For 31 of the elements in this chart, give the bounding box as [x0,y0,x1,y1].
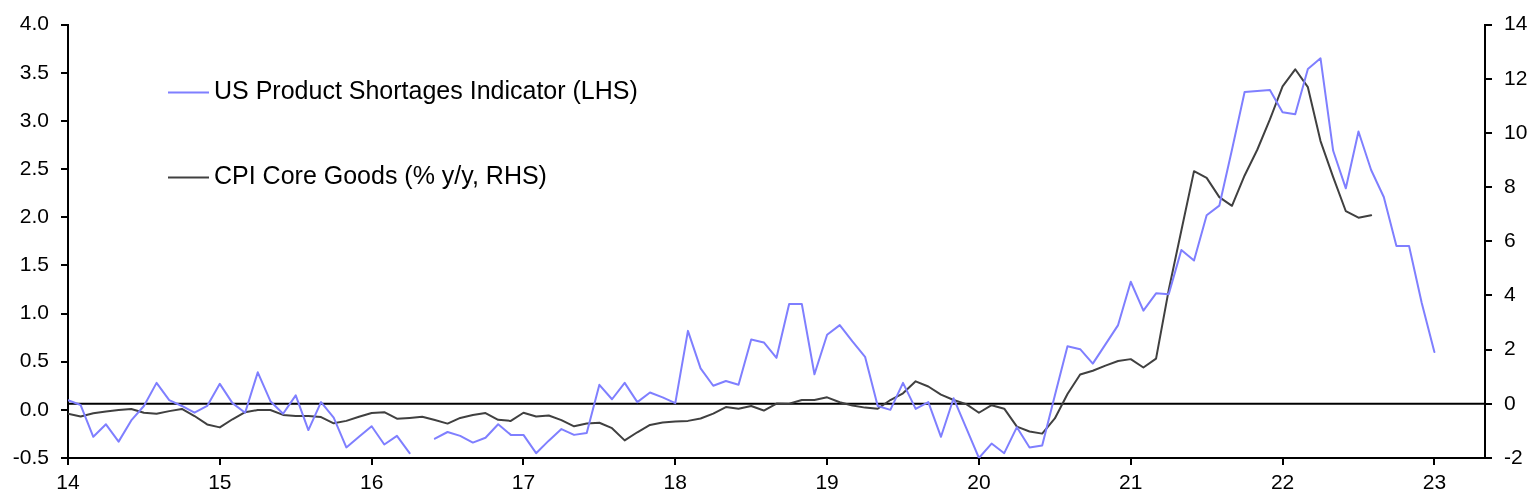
y2-tick-label: 8 [1504,173,1516,197]
y-tick-label: 0.0 [19,396,49,420]
y-tick-label: 0.5 [19,348,49,372]
x-tick-label: 17 [511,470,536,494]
y2-tick-label: 6 [1504,228,1516,252]
y-tick-label: 3.5 [19,59,49,83]
y2-tick-label: 4 [1504,282,1516,306]
x-tick-label: 14 [56,470,80,494]
y-tick-label: 3.0 [19,107,49,131]
y2-tick-label: -2 [1504,444,1523,468]
y2-tick-label: 14 [1504,11,1528,35]
x-tick-label: 16 [359,470,384,494]
x-tick-label: 18 [663,470,687,494]
y-tick-label: -0.5 [12,444,49,468]
y-tick-label: 1.5 [19,252,49,276]
y-tick-label: 2.0 [19,204,49,228]
legend-label: CPI Core Goods (% y/y, RHS) [214,161,547,190]
y-tick-label: 1.0 [19,300,49,324]
x-tick-label: 20 [967,470,991,494]
x-tick-label: 23 [1422,470,1447,494]
y2-tick-label: 0 [1504,390,1516,414]
x-tick-label: 22 [1270,470,1295,494]
y2-tick-label: 2 [1504,336,1516,360]
x-tick-label: 15 [208,470,232,494]
legend-label: US Product Shortages Indicator (LHS) [214,76,638,105]
y-tick-label: 2.5 [19,155,49,179]
y-tick-label: 4.0 [19,11,49,35]
x-tick-label: 19 [815,470,839,494]
x-tick-label: 21 [1119,470,1143,494]
y2-tick-label: 12 [1504,65,1528,89]
y2-tick-label: 10 [1504,119,1528,143]
